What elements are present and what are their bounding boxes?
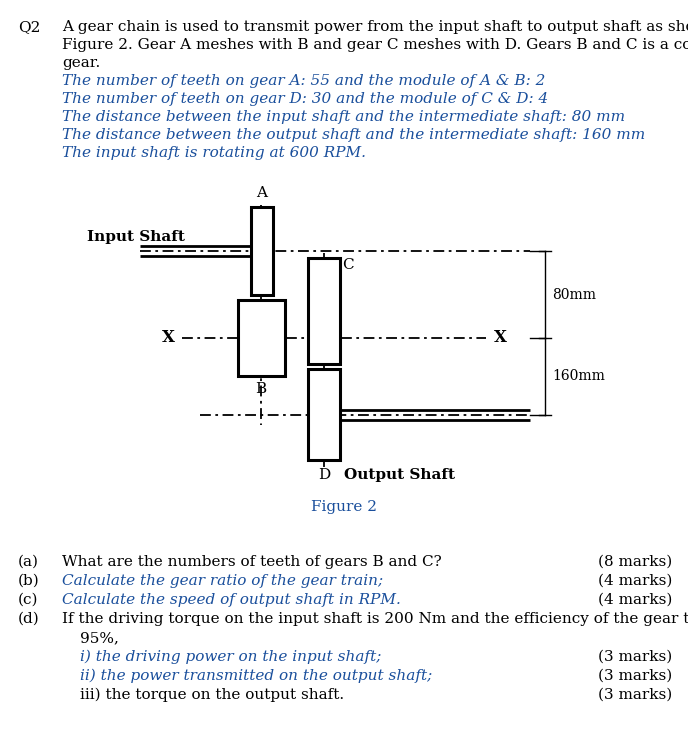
- Text: Calculate the speed of output shaft in RPM.: Calculate the speed of output shaft in R…: [62, 593, 401, 607]
- Text: B: B: [255, 382, 266, 396]
- Text: (a): (a): [18, 555, 39, 569]
- Bar: [238, 300, 285, 376]
- Text: i) the driving power on the input shaft;: i) the driving power on the input shaft;: [80, 650, 381, 665]
- Text: Calculate the gear ratio of the gear train;: Calculate the gear ratio of the gear tra…: [62, 574, 383, 588]
- Text: A gear chain is used to transmit power from the input shaft to output shaft as s: A gear chain is used to transmit power f…: [62, 20, 688, 34]
- Text: What are the numbers of teeth of gears B and C?: What are the numbers of teeth of gears B…: [62, 555, 442, 569]
- Text: 80mm: 80mm: [552, 288, 596, 302]
- Text: (3 marks): (3 marks): [598, 650, 672, 664]
- Text: (3 marks): (3 marks): [598, 688, 672, 702]
- Text: D: D: [318, 468, 330, 482]
- Text: (c): (c): [18, 593, 39, 607]
- Text: Input Shaft: Input Shaft: [87, 230, 185, 244]
- Text: (8 marks): (8 marks): [598, 555, 672, 569]
- Text: A: A: [257, 186, 268, 200]
- Text: iii) the torque on the output shaft.: iii) the torque on the output shaft.: [80, 688, 344, 702]
- Text: (4 marks): (4 marks): [598, 593, 672, 607]
- Text: Output Shaft: Output Shaft: [345, 468, 455, 482]
- Bar: [308, 258, 340, 364]
- Text: 160mm: 160mm: [552, 369, 605, 383]
- Text: (4 marks): (4 marks): [598, 574, 672, 588]
- Text: (d): (d): [18, 612, 40, 626]
- Text: The number of teeth on gear D: 30 and the module of C & D: 4: The number of teeth on gear D: 30 and th…: [62, 92, 548, 106]
- Text: 95%,: 95%,: [80, 631, 119, 645]
- Text: The input shaft is rotating at 600 RPM.: The input shaft is rotating at 600 RPM.: [62, 146, 366, 160]
- Text: Figure 2: Figure 2: [311, 500, 377, 514]
- Bar: [308, 369, 340, 460]
- Text: If the driving torque on the input shaft is 200 Nm and the efficiency of the gea: If the driving torque on the input shaft…: [62, 612, 688, 626]
- Text: Figure 2. Gear A meshes with B and gear C meshes with D. Gears B and C is a comp: Figure 2. Gear A meshes with B and gear …: [62, 38, 688, 52]
- Text: (b): (b): [18, 574, 40, 588]
- Text: X: X: [493, 330, 506, 346]
- Text: C: C: [342, 258, 354, 272]
- Text: (3 marks): (3 marks): [598, 669, 672, 683]
- Bar: [251, 207, 273, 295]
- Text: ii) the power transmitted on the output shaft;: ii) the power transmitted on the output …: [80, 669, 432, 683]
- Text: X: X: [162, 330, 175, 346]
- Text: The distance between the input shaft and the intermediate shaft: 80 mm: The distance between the input shaft and…: [62, 110, 625, 124]
- Text: Q2: Q2: [18, 20, 41, 34]
- Text: The distance between the output shaft and the intermediate shaft: 160 mm: The distance between the output shaft an…: [62, 128, 645, 142]
- Text: gear.: gear.: [62, 56, 100, 70]
- Text: The number of teeth on gear A: 55 and the module of A & B: 2: The number of teeth on gear A: 55 and th…: [62, 74, 546, 88]
